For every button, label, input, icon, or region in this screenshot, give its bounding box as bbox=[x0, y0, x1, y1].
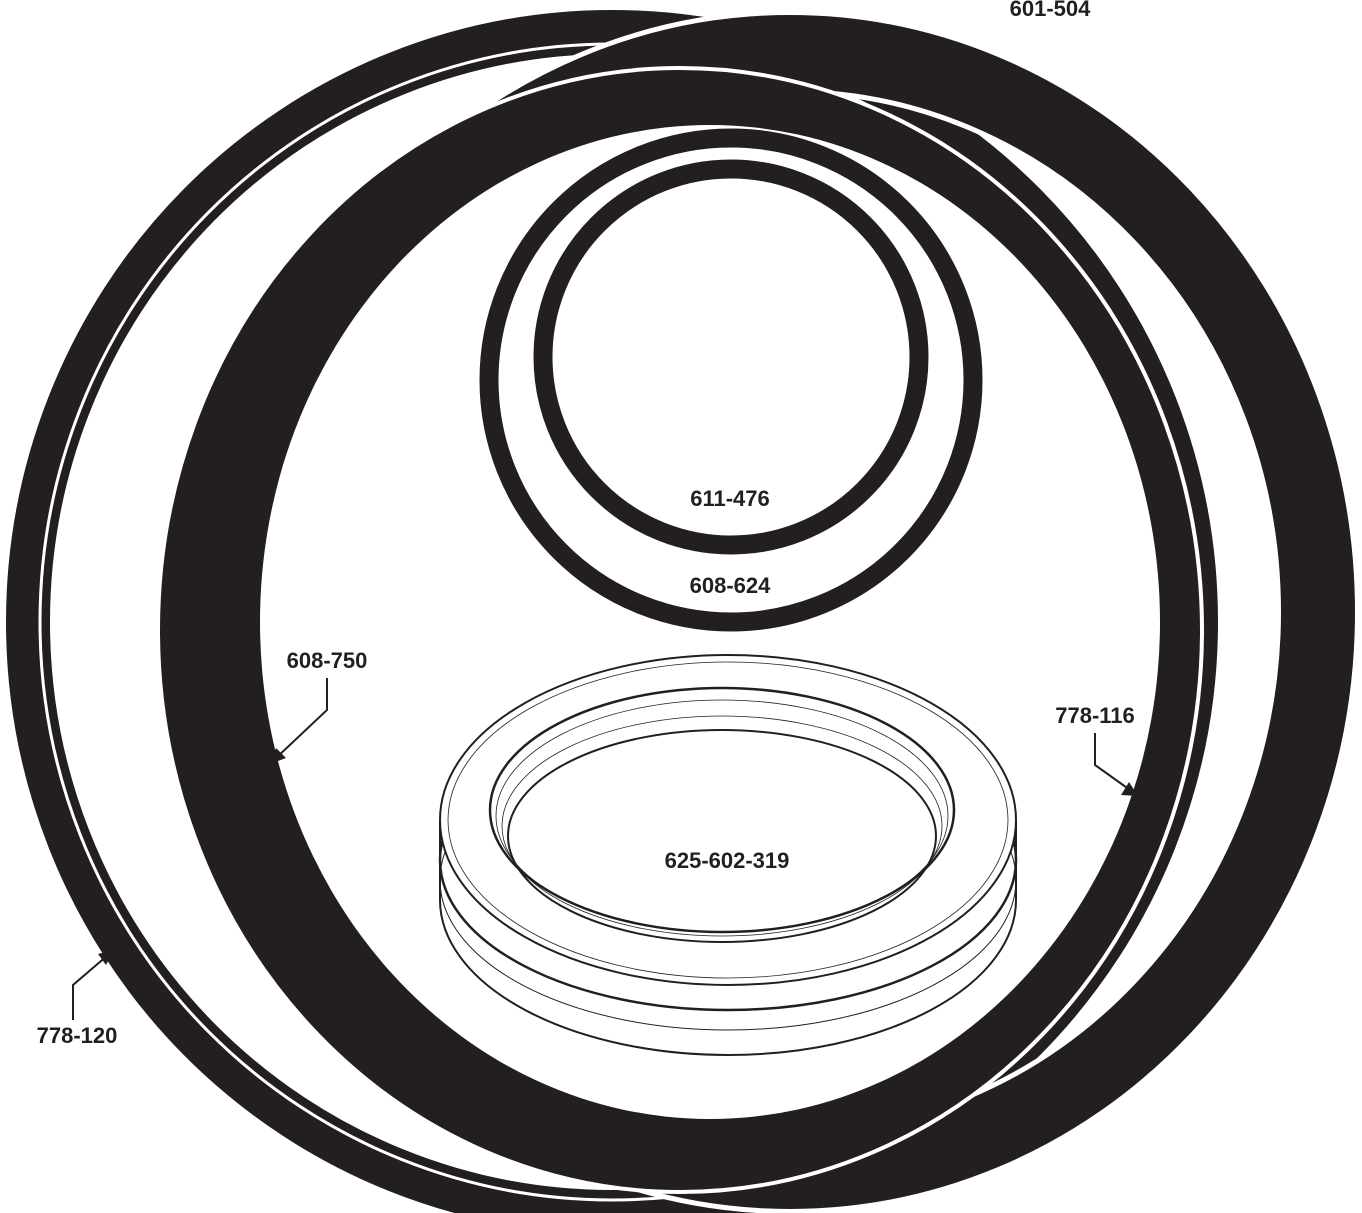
label: 611-476 bbox=[690, 486, 770, 511]
ring-611-476 bbox=[533, 159, 929, 555]
label: 608-750 bbox=[287, 648, 368, 673]
label: 778-116 bbox=[1055, 703, 1135, 728]
label: 625-602-319 bbox=[665, 848, 790, 873]
seal-625-602-319 bbox=[438, 654, 1018, 1056]
label: 778-120 bbox=[37, 1023, 118, 1048]
ring-608-750 bbox=[156, 66, 1204, 1194]
ring-608-624 bbox=[479, 128, 983, 632]
label: 608-624 bbox=[690, 573, 772, 598]
arrow-heads bbox=[98, 748, 1138, 965]
leader-lines bbox=[72, 678, 1131, 1020]
label: 601-504 bbox=[1010, 0, 1092, 21]
